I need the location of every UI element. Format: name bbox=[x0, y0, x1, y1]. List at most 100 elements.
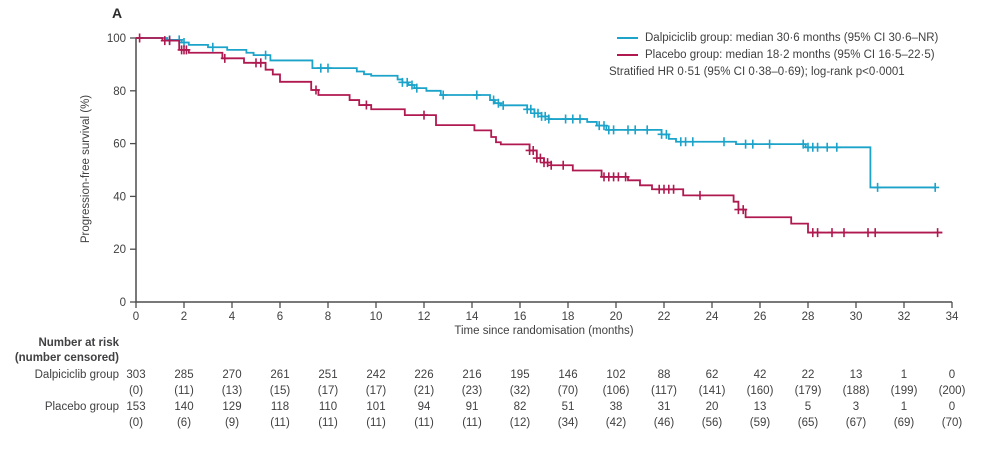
risk-censored-cell: (11) bbox=[318, 417, 338, 429]
censor-mark-dalpiciclib-group bbox=[741, 139, 750, 149]
censor-mark-placebo-group bbox=[813, 228, 822, 238]
risk-censored-cell: (17) bbox=[365, 385, 387, 397]
censor-mark-placebo-group bbox=[135, 33, 144, 43]
risk-censored-cell: (11) bbox=[462, 417, 482, 429]
censor-mark-dalpiciclib-group bbox=[765, 139, 774, 149]
censor-mark-dalpiciclib-group bbox=[403, 77, 412, 87]
risk-censored-cell: (67) bbox=[845, 417, 867, 429]
risk-at_risk-cell: 22 bbox=[801, 369, 815, 381]
y-tick-label: 20 bbox=[113, 244, 126, 256]
risk-table-header-2: (number censored) bbox=[14, 352, 119, 364]
x-tick-label: 4 bbox=[229, 311, 236, 323]
risk-censored-cell: (160) bbox=[746, 385, 774, 397]
risk-censored-cell: (65) bbox=[797, 417, 819, 429]
x-tick-label: 10 bbox=[370, 311, 383, 323]
y-tick-label: 100 bbox=[107, 33, 126, 45]
x-tick-label: 22 bbox=[658, 311, 671, 323]
risk-at_risk-cell: 88 bbox=[657, 369, 671, 381]
x-tick-label: 12 bbox=[418, 311, 431, 323]
risk-at_risk-cell: 153 bbox=[126, 401, 146, 413]
risk-at_risk-cell: 51 bbox=[561, 401, 575, 413]
censor-mark-dalpiciclib-group bbox=[600, 121, 608, 131]
risk-censored-cell: (32) bbox=[509, 385, 531, 397]
risk-at_risk-cell: 129 bbox=[222, 401, 242, 413]
censor-mark-dalpiciclib-group bbox=[609, 125, 618, 135]
risk-censored-cell: (23) bbox=[461, 385, 483, 397]
x-tick-label: 32 bbox=[898, 311, 911, 323]
risk-censored-cell: (117) bbox=[651, 385, 677, 397]
risk-at_risk-cell: 303 bbox=[126, 369, 146, 381]
x-tick-label: 0 bbox=[133, 311, 139, 323]
censor-mark-dalpiciclib-group bbox=[561, 114, 570, 124]
censor-mark-dalpiciclib-group bbox=[494, 98, 503, 108]
censor-mark-dalpiciclib-group bbox=[316, 63, 325, 73]
risk-censored-cell: (188) bbox=[842, 385, 870, 397]
y-tick-label: 80 bbox=[113, 86, 126, 98]
censor-mark-placebo-group bbox=[547, 160, 556, 170]
censor-mark-dalpiciclib-group bbox=[568, 114, 577, 124]
risk-at_risk-cell: 146 bbox=[558, 369, 578, 381]
legend-label-placebo: Placebo group: median 18·2 months (95% C… bbox=[645, 49, 935, 61]
risk-at_risk-cell: 3 bbox=[852, 401, 860, 413]
risk-censored-cell: (11) bbox=[174, 385, 194, 397]
risk-censored-cell: (17) bbox=[317, 385, 339, 397]
censor-mark-dalpiciclib-group bbox=[832, 142, 841, 152]
risk-censored-cell: (42) bbox=[605, 417, 627, 429]
risk-censored-cell: (179) bbox=[794, 385, 822, 397]
risk-censored-cell: (200) bbox=[938, 385, 966, 397]
x-tick-label: 20 bbox=[610, 311, 623, 323]
legend-note: Stratified HR 0·51 (95% CI 0·38–0·69); l… bbox=[609, 66, 905, 78]
censor-mark-placebo-group bbox=[362, 100, 371, 110]
censor-mark-placebo-group bbox=[165, 36, 174, 46]
censor-mark-placebo-group bbox=[828, 228, 836, 238]
placebo-line-swatch bbox=[617, 54, 638, 56]
risk-censored-cell: (12) bbox=[509, 417, 531, 429]
x-axis-title: Time since randomisation (months) bbox=[454, 325, 634, 337]
censor-mark-placebo-group bbox=[669, 184, 678, 194]
y-tick-label: 60 bbox=[113, 139, 126, 151]
risk-at_risk-cell: 270 bbox=[222, 369, 242, 381]
risk-at_risk-cell: 0 bbox=[948, 369, 956, 381]
legend-label-dalpiciclib: Dalpiciclib group: median 30·6 months (9… bbox=[645, 32, 939, 44]
x-tick-label: 18 bbox=[562, 311, 575, 323]
risk-at_risk-cell: 195 bbox=[510, 369, 530, 381]
censor-mark-placebo-group bbox=[621, 172, 630, 182]
x-tick-label: 28 bbox=[802, 311, 815, 323]
risk-censored-cell: (11) bbox=[270, 417, 290, 429]
risk-censored-cell: (70) bbox=[941, 417, 963, 429]
censor-mark-dalpiciclib-group bbox=[526, 104, 535, 114]
risk-row-label-dalpiciclib: Dalpiciclib group bbox=[34, 369, 119, 381]
censor-mark-placebo-group bbox=[840, 228, 848, 238]
risk-at_risk-cell: 38 bbox=[609, 401, 623, 413]
censor-mark-dalpiciclib-group bbox=[873, 182, 882, 192]
censor-mark-placebo-group bbox=[696, 190, 704, 200]
risk-at_risk-cell: 94 bbox=[417, 401, 431, 413]
x-tick-label: 16 bbox=[514, 311, 527, 323]
risk-censored-cell: (59) bbox=[749, 417, 771, 429]
censor-mark-placebo-group bbox=[933, 228, 942, 238]
censor-mark-dalpiciclib-group bbox=[472, 90, 481, 100]
risk-censored-cell: (56) bbox=[701, 417, 723, 429]
risk-at_risk-cell: 285 bbox=[174, 369, 194, 381]
risk-at_risk-cell: 118 bbox=[270, 401, 290, 413]
censor-mark-dalpiciclib-group bbox=[799, 139, 808, 149]
risk-censored-cell: (0) bbox=[128, 385, 144, 397]
censor-mark-dalpiciclib-group bbox=[748, 139, 757, 149]
risk-at_risk-cell: 140 bbox=[174, 401, 194, 413]
risk-at_risk-cell: 251 bbox=[318, 369, 338, 381]
censor-mark-placebo-group bbox=[312, 85, 320, 95]
x-tick-label: 8 bbox=[325, 311, 331, 323]
censor-mark-dalpiciclib-group bbox=[720, 137, 728, 147]
censor-mark-dalpiciclib-group bbox=[576, 114, 584, 124]
censor-mark-dalpiciclib-group bbox=[643, 125, 652, 135]
censor-mark-dalpiciclib-group bbox=[813, 142, 822, 152]
x-tick-label: 14 bbox=[466, 311, 479, 323]
censor-mark-placebo-group bbox=[536, 153, 545, 163]
risk-at_risk-cell: 1 bbox=[900, 369, 908, 381]
risk-censored-cell: (13) bbox=[221, 385, 243, 397]
risk-censored-cell: (9) bbox=[224, 417, 240, 429]
risk-censored-cell: (11) bbox=[414, 417, 434, 429]
censor-mark-dalpiciclib-group bbox=[412, 83, 421, 93]
censor-mark-dalpiciclib-group bbox=[631, 125, 640, 135]
